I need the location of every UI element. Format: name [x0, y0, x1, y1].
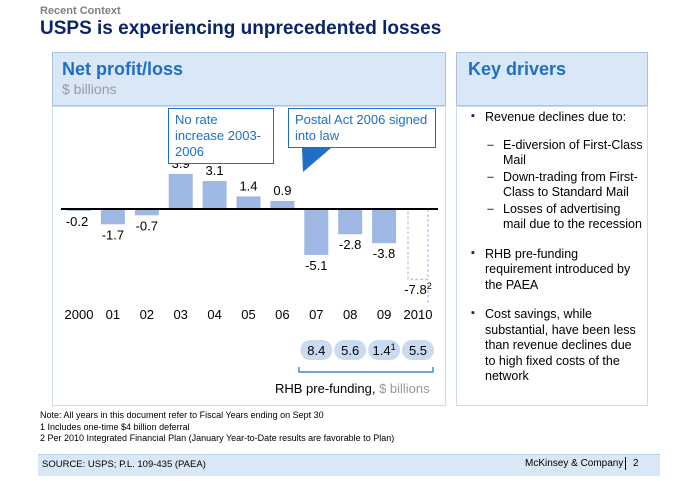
bar-06: [270, 200, 295, 209]
x-tick-2010: 2010: [404, 307, 433, 322]
rhb-pill-07: [300, 340, 333, 360]
footnote-2: 2 Per 2010 Integrated Financial Plan (Ja…: [40, 433, 395, 443]
rhb-caption: RHB pre-funding, $ billions: [275, 381, 430, 396]
value-label-04: 3.1: [206, 163, 224, 178]
rhb-bracket: [298, 367, 434, 373]
driver-text: Revenue declines due to:: [485, 110, 627, 124]
bar-04: [202, 181, 227, 209]
bar-07: [304, 209, 329, 255]
chart-panel-title: Net profit/loss: [62, 59, 184, 79]
rhb-caption-label: RHB pre-funding,: [275, 381, 380, 396]
bar-02: [134, 209, 159, 216]
rhb-pill-09: [368, 340, 401, 360]
value-label-08: -2.8: [339, 237, 361, 252]
driver-bullet: Cost savings, while substantial, have be…: [471, 306, 643, 385]
driver-bullet: RHB pre-funding requirement introduced b…: [471, 246, 643, 294]
x-tick-01: 01: [106, 307, 120, 322]
source-line: SOURCE: USPS; P.L. 109-435 (PAEA): [42, 459, 206, 470]
key-drivers-list: Revenue declines due to: E-diversion of …: [471, 109, 643, 394]
value-label-2010: -7.82: [404, 281, 431, 297]
rhb-value-08: 5.6: [341, 343, 359, 358]
value-label-07: -5.1: [305, 258, 327, 273]
footnote-1: 1 Includes one-time $4 billion deferral: [40, 421, 190, 432]
x-tick-07: 07: [309, 307, 323, 322]
value-label-02: -0.7: [136, 218, 158, 233]
callout-no-rate-increase: No rate increase 2003-2006: [168, 108, 274, 164]
bar-09: [372, 209, 397, 244]
chart-panel-header: [52, 52, 446, 106]
page-title: USPS is experiencing unprecedented losse…: [40, 18, 442, 39]
value-label-01: -1.7: [102, 227, 124, 242]
bar-2010: [407, 208, 429, 280]
brand-label: McKinsey & Company: [525, 458, 624, 469]
drivers-panel-title: Key drivers: [468, 59, 567, 79]
driver-bullet: Revenue declines due to: E-diversion of …: [471, 109, 643, 233]
drivers-panel-header: [456, 52, 648, 106]
chart-unit-label: $ billions: [62, 81, 117, 97]
driver-subitem: Losses of advertising mail due to the re…: [485, 202, 643, 233]
driver-subitem: E-diversion of First-Class Mail: [485, 138, 643, 169]
rhb-pill-2010: [402, 340, 434, 360]
x-tick-03: 03: [173, 307, 187, 322]
x-tick-08: 08: [343, 307, 357, 322]
rhb-value-2010: 5.5: [409, 343, 427, 358]
callout-postal-act: Postal Act 2006 signed into law: [288, 108, 436, 148]
value-label-09: -3.8: [373, 246, 395, 261]
driver-subitem: Down-trading from First-Class to Standar…: [485, 170, 643, 201]
rhb-caption-unit: $ billions: [379, 381, 430, 396]
x-tick-05: 05: [241, 307, 255, 322]
x-tick-2000: 2000: [65, 307, 94, 322]
bar-01: [100, 209, 125, 225]
callout-pointer-paea: [302, 148, 331, 172]
footnote-general: Note: All years in this document refer t…: [40, 410, 324, 420]
bar-03: [168, 173, 193, 209]
rhb-value-07: 8.4: [307, 343, 325, 358]
rhb-value-09: 1.41: [373, 342, 396, 358]
rhb-pill-08: [334, 340, 367, 360]
page-number: 2: [633, 458, 639, 469]
value-label-2000: -0.2: [66, 214, 88, 229]
x-tick-09: 09: [377, 307, 391, 322]
footer-bar: [38, 454, 660, 476]
value-label-06: 0.9: [273, 183, 291, 198]
x-tick-04: 04: [207, 307, 221, 322]
kicker-label: Recent Context: [40, 5, 121, 17]
x-tick-02: 02: [140, 307, 154, 322]
footnotes: Note: All years in this document refer t…: [40, 410, 394, 445]
bar-08: [338, 209, 363, 235]
brand-separator: [625, 457, 626, 470]
driver-subitems: E-diversion of First-Class Mail Down-tra…: [485, 138, 643, 233]
value-label-05: 1.4: [239, 178, 257, 193]
bar-05: [236, 196, 261, 209]
x-tick-06: 06: [275, 307, 289, 322]
